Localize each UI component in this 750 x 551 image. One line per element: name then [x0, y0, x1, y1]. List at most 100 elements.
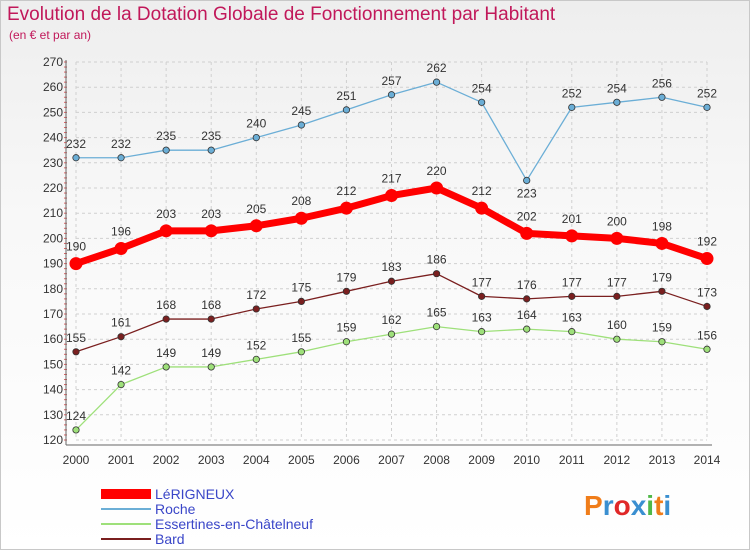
legend-swatch: [101, 523, 151, 525]
data-label: 252: [697, 86, 717, 100]
data-point: [610, 231, 624, 245]
data-point: [117, 380, 125, 389]
data-point: [520, 226, 534, 240]
data-point: [252, 305, 260, 313]
data-point: [387, 330, 396, 338]
legend-swatch: [101, 489, 151, 499]
data-point: [568, 103, 576, 111]
data-label: 168: [201, 298, 221, 312]
data-label: 245: [291, 104, 311, 118]
logo-letter: x: [630, 490, 647, 521]
data-point: [478, 292, 486, 300]
data-label: 168: [156, 298, 176, 312]
data-label: 201: [562, 212, 582, 226]
data-label: 232: [111, 137, 131, 151]
data-label: 173: [697, 285, 717, 299]
y-tick-label: 200: [43, 231, 63, 245]
x-tick-label: 2003: [198, 453, 225, 467]
y-tick-label: 170: [43, 307, 63, 321]
data-label: 183: [381, 260, 401, 274]
data-label: 198: [652, 219, 672, 233]
data-label: 155: [66, 331, 86, 345]
x-tick-label: 2014: [694, 453, 721, 467]
data-point: [297, 297, 305, 305]
data-label: 202: [517, 209, 537, 223]
proxiti-logo: Proxiti: [584, 490, 671, 522]
data-label: 175: [291, 280, 311, 294]
x-tick-label: 2000: [63, 453, 90, 467]
data-point: [204, 224, 218, 238]
data-label: 203: [156, 207, 176, 221]
data-label: 142: [111, 364, 131, 378]
data-point: [342, 338, 351, 346]
data-point: [565, 229, 579, 243]
data-label: 149: [156, 346, 176, 360]
chart-subtitle: (en € et par an): [9, 28, 92, 42]
data-label: 176: [517, 278, 537, 292]
data-point: [613, 98, 621, 106]
y-tick-label: 220: [43, 181, 63, 195]
data-label: 152: [246, 338, 266, 352]
legend-swatch: [101, 508, 151, 510]
x-tick-label: 2009: [468, 453, 495, 467]
data-label: 262: [427, 61, 447, 75]
y-tick-label: 180: [43, 282, 63, 296]
data-point: [385, 189, 398, 203]
data-point: [478, 328, 486, 336]
series-layer: [69, 78, 714, 434]
logo-letter: i: [663, 490, 672, 521]
data-point: [207, 363, 215, 371]
data-label: 205: [246, 202, 266, 216]
data-point: [432, 270, 441, 278]
y-tick-label: 210: [43, 206, 63, 220]
data-label: 257: [381, 74, 401, 88]
x-tick-label: 2001: [108, 453, 135, 467]
x-tick-label: 2005: [288, 453, 315, 467]
data-point: [207, 146, 215, 154]
data-label: 223: [517, 186, 537, 200]
data-label: 163: [472, 311, 492, 325]
y-tick-label: 140: [43, 383, 63, 397]
data-label: 235: [156, 129, 176, 143]
data-label: 164: [517, 308, 537, 322]
data-label: 165: [427, 306, 447, 320]
data-point: [703, 345, 711, 353]
legend-label: LéRIGNEUX: [155, 486, 235, 502]
x-tick-label: 2002: [153, 453, 180, 467]
data-label: 155: [291, 331, 311, 345]
data-label: 156: [697, 328, 717, 342]
y-tick-label: 130: [43, 408, 63, 422]
grid-lines: [75, 61, 708, 441]
y-tick-label: 260: [43, 80, 63, 94]
data-point: [339, 201, 353, 215]
legend-label: Roche: [155, 501, 196, 517]
legend-label: Essertines-en-Châtelneuf: [155, 516, 313, 532]
y-tick-label: 150: [43, 357, 63, 371]
data-label: 190: [66, 240, 86, 254]
data-label: 196: [111, 224, 131, 238]
data-point: [475, 201, 489, 215]
data-label: 208: [291, 194, 311, 208]
data-point: [658, 93, 666, 101]
data-label: 177: [472, 275, 492, 289]
axes: 1201301401501601701801902002102202302402…: [43, 55, 721, 467]
data-point: [207, 315, 215, 323]
y-tick-label: 160: [43, 332, 63, 346]
data-point: [159, 224, 173, 238]
logo-letter: i: [646, 490, 655, 521]
x-tick-label: 2006: [333, 453, 360, 467]
data-label: 179: [336, 270, 356, 284]
data-label: 254: [607, 81, 627, 95]
data-point: [342, 106, 351, 114]
data-point: [523, 325, 531, 333]
data-label: 186: [427, 253, 447, 267]
y-tick-label: 250: [43, 105, 63, 119]
y-tick-label: 230: [43, 156, 63, 170]
data-label: 149: [201, 346, 221, 360]
data-point: [523, 176, 531, 185]
data-point: [655, 236, 669, 250]
data-label: 232: [66, 137, 86, 151]
data-point: [69, 257, 83, 271]
